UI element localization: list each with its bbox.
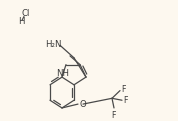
- Text: F: F: [112, 111, 116, 120]
- Text: O: O: [80, 100, 87, 109]
- Text: H: H: [18, 17, 25, 26]
- Text: H₂N: H₂N: [46, 40, 62, 49]
- Text: F: F: [121, 85, 125, 94]
- Text: Cl: Cl: [22, 9, 30, 18]
- Text: NH: NH: [56, 69, 69, 78]
- Text: F: F: [123, 96, 127, 105]
